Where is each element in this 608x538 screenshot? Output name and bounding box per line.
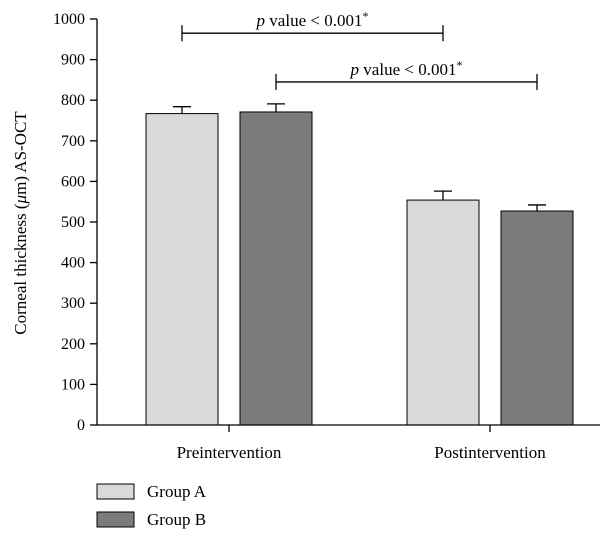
significance-text: value < 0.001	[265, 11, 362, 30]
y-tick-label: 500	[61, 214, 85, 231]
significance-text: value < 0.001	[359, 60, 456, 79]
significance-label: p value < 0.001*	[350, 58, 463, 79]
y-axis-label-post: m) AS-OCT	[11, 111, 30, 195]
significance-p: p	[256, 11, 266, 30]
significance-asterisk: *	[456, 58, 462, 72]
y-tick-label: 800	[61, 92, 85, 109]
bar-group-b-preintervention	[239, 111, 313, 426]
bar-group-b-postintervention	[500, 210, 574, 426]
legend-swatch	[96, 483, 135, 500]
y-tick-label: 0	[77, 417, 85, 434]
significance-p: p	[350, 60, 360, 79]
significance-label: p value < 0.001*	[256, 9, 369, 30]
y-tick-label: 600	[61, 173, 85, 190]
legend-label: Group B	[147, 510, 206, 529]
y-tick-label: 200	[61, 336, 85, 353]
y-axis-label-pre: Corneal thickness (	[11, 203, 30, 335]
legend-label: Group A	[147, 482, 207, 501]
y-tick-label: 400	[61, 255, 85, 272]
bar-group-a-preintervention	[145, 113, 219, 426]
x-tick-label: Preintervention	[177, 443, 282, 462]
bar-group-a-postintervention	[406, 199, 480, 426]
y-tick-label: 900	[61, 52, 85, 69]
y-axis-label: Corneal thickness (μm) AS-OCT	[11, 111, 30, 335]
y-tick-label: 300	[61, 295, 85, 312]
y-axis-label-mu: μ	[11, 195, 30, 205]
significance-asterisk: *	[362, 9, 368, 23]
x-tick-label: Postintervention	[434, 443, 546, 462]
legend-swatch	[96, 511, 135, 528]
y-tick-label: 700	[61, 133, 85, 150]
y-tick-label: 1000	[53, 11, 85, 28]
y-tick-label: 100	[61, 376, 85, 393]
